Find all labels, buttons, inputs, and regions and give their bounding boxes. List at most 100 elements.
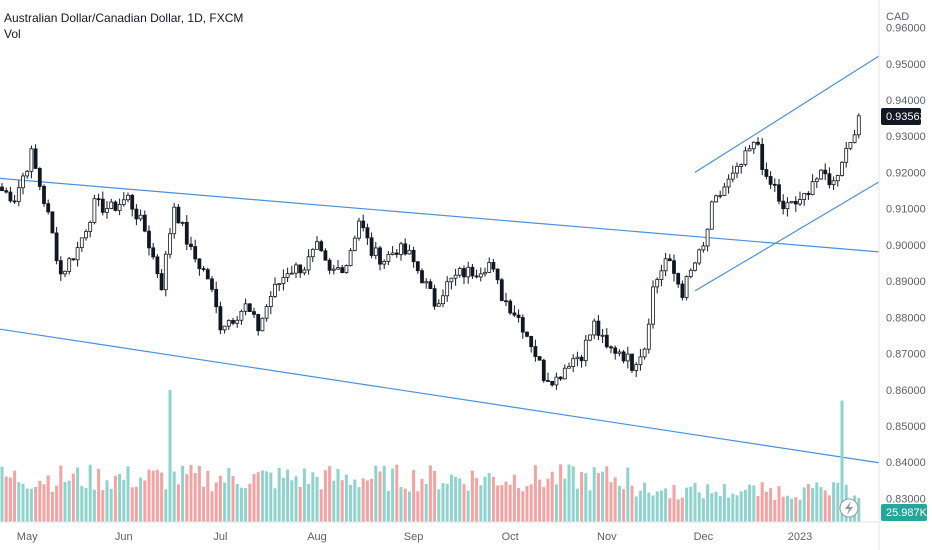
candle-body [37, 168, 42, 187]
candle-body [747, 148, 752, 152]
volume-bar [407, 491, 411, 522]
volume-bar [517, 488, 521, 522]
volume-bar [63, 482, 67, 522]
candle-body [655, 279, 660, 288]
volume-bar [231, 476, 235, 522]
candle-body [235, 319, 240, 324]
candle-body [121, 199, 126, 205]
candle-body [8, 191, 13, 202]
candle-body [306, 256, 311, 271]
volume-bar [823, 490, 827, 522]
volume-bar [710, 493, 714, 522]
volume-legend-label[interactable]: Vol [4, 27, 21, 41]
candle-body [478, 273, 483, 278]
volume-bar [559, 464, 563, 522]
candle-body [852, 134, 857, 143]
candle-body [495, 268, 500, 281]
candle-body [411, 249, 416, 263]
time-tick-label: Jul [213, 531, 227, 543]
replay-button[interactable] [839, 498, 859, 518]
candle-body [604, 334, 609, 348]
volume-bar [17, 482, 21, 522]
volume-bar [256, 472, 260, 522]
price-tick-label: 0.92000 [886, 167, 926, 179]
volume-bar [496, 485, 500, 522]
volume-bar [67, 480, 71, 522]
candle-body [600, 334, 605, 337]
volume-bar [538, 479, 542, 522]
candles [0, 113, 861, 390]
candle-body [491, 262, 496, 270]
volume-bar [722, 484, 726, 522]
candle-body [638, 356, 643, 366]
volume-bar [554, 484, 558, 522]
candle-body [705, 228, 710, 247]
volume-bar [449, 474, 453, 522]
volume-bar [311, 472, 315, 522]
volume-bar [613, 477, 617, 522]
volume-bar [189, 464, 193, 522]
candle-body [550, 380, 555, 386]
volume-bar [811, 487, 815, 522]
volume-bar [105, 480, 109, 522]
candle-body [0, 186, 4, 192]
candle-body [688, 269, 693, 277]
trend-line-2 [0, 328, 880, 464]
volume-bar [172, 471, 176, 522]
candle-body [344, 265, 349, 274]
volume-bar [672, 485, 676, 522]
volume-bar [71, 473, 75, 522]
volume-bar [164, 489, 168, 522]
volume-bar [580, 472, 584, 522]
volume-bar [819, 487, 823, 522]
trend-line-1 [0, 177, 880, 253]
candle-body [814, 178, 819, 182]
volume-bar [386, 491, 390, 522]
volume-bar [697, 492, 701, 522]
symbol-title[interactable]: Australian Dollar/Canadian Dollar, 1D, F… [4, 11, 244, 25]
volume-bar [676, 499, 680, 522]
volume-bar [550, 471, 554, 522]
candle-body [533, 346, 538, 357]
candle-body [802, 192, 807, 200]
candle-body [172, 206, 177, 235]
volume-bar [55, 485, 59, 522]
volume-bar [315, 476, 319, 522]
candle-body [453, 274, 458, 279]
candle-body [260, 317, 265, 332]
candle-body [499, 279, 504, 302]
candle-body [789, 200, 794, 204]
volume-bar [252, 474, 256, 522]
candle-body [210, 278, 214, 290]
candle-body [735, 166, 739, 174]
time-tick-label: Oct [502, 531, 519, 543]
volume-bar [382, 465, 386, 522]
time-axis[interactable]: May Jun Jul Aug Sep Oct Nov Dec 2023 [0, 521, 879, 543]
volume-bar [592, 467, 596, 522]
price-axis[interactable]: 0.96000 0.95000 0.94000 0.93000 0.92000 0.910… [886, 23, 926, 506]
candle-body [176, 206, 181, 224]
volume-bar [445, 483, 449, 522]
candle-body [382, 261, 387, 265]
volume-bar [622, 489, 626, 522]
candle-body [79, 237, 84, 249]
current-price-text: 0.93563 [886, 111, 926, 123]
volume-bar [638, 490, 642, 522]
candle-body [701, 245, 706, 251]
volume-bars [0, 390, 861, 522]
candle-body [470, 266, 475, 277]
candle-body [33, 148, 38, 169]
price-tick-label: 0.93000 [886, 131, 926, 143]
candle-body [697, 249, 702, 264]
candle-body [273, 283, 277, 297]
candle-body [819, 169, 823, 180]
candle-body [298, 264, 303, 274]
trend-line-4 [694, 181, 880, 292]
chart-legend: Australian Dollar/Canadian Dollar, 1D, F… [4, 10, 243, 42]
candle-body [424, 281, 429, 284]
candle-body [218, 306, 223, 331]
volume-bar [655, 491, 659, 522]
candle-body [50, 211, 55, 234]
volume-bar [743, 489, 747, 522]
